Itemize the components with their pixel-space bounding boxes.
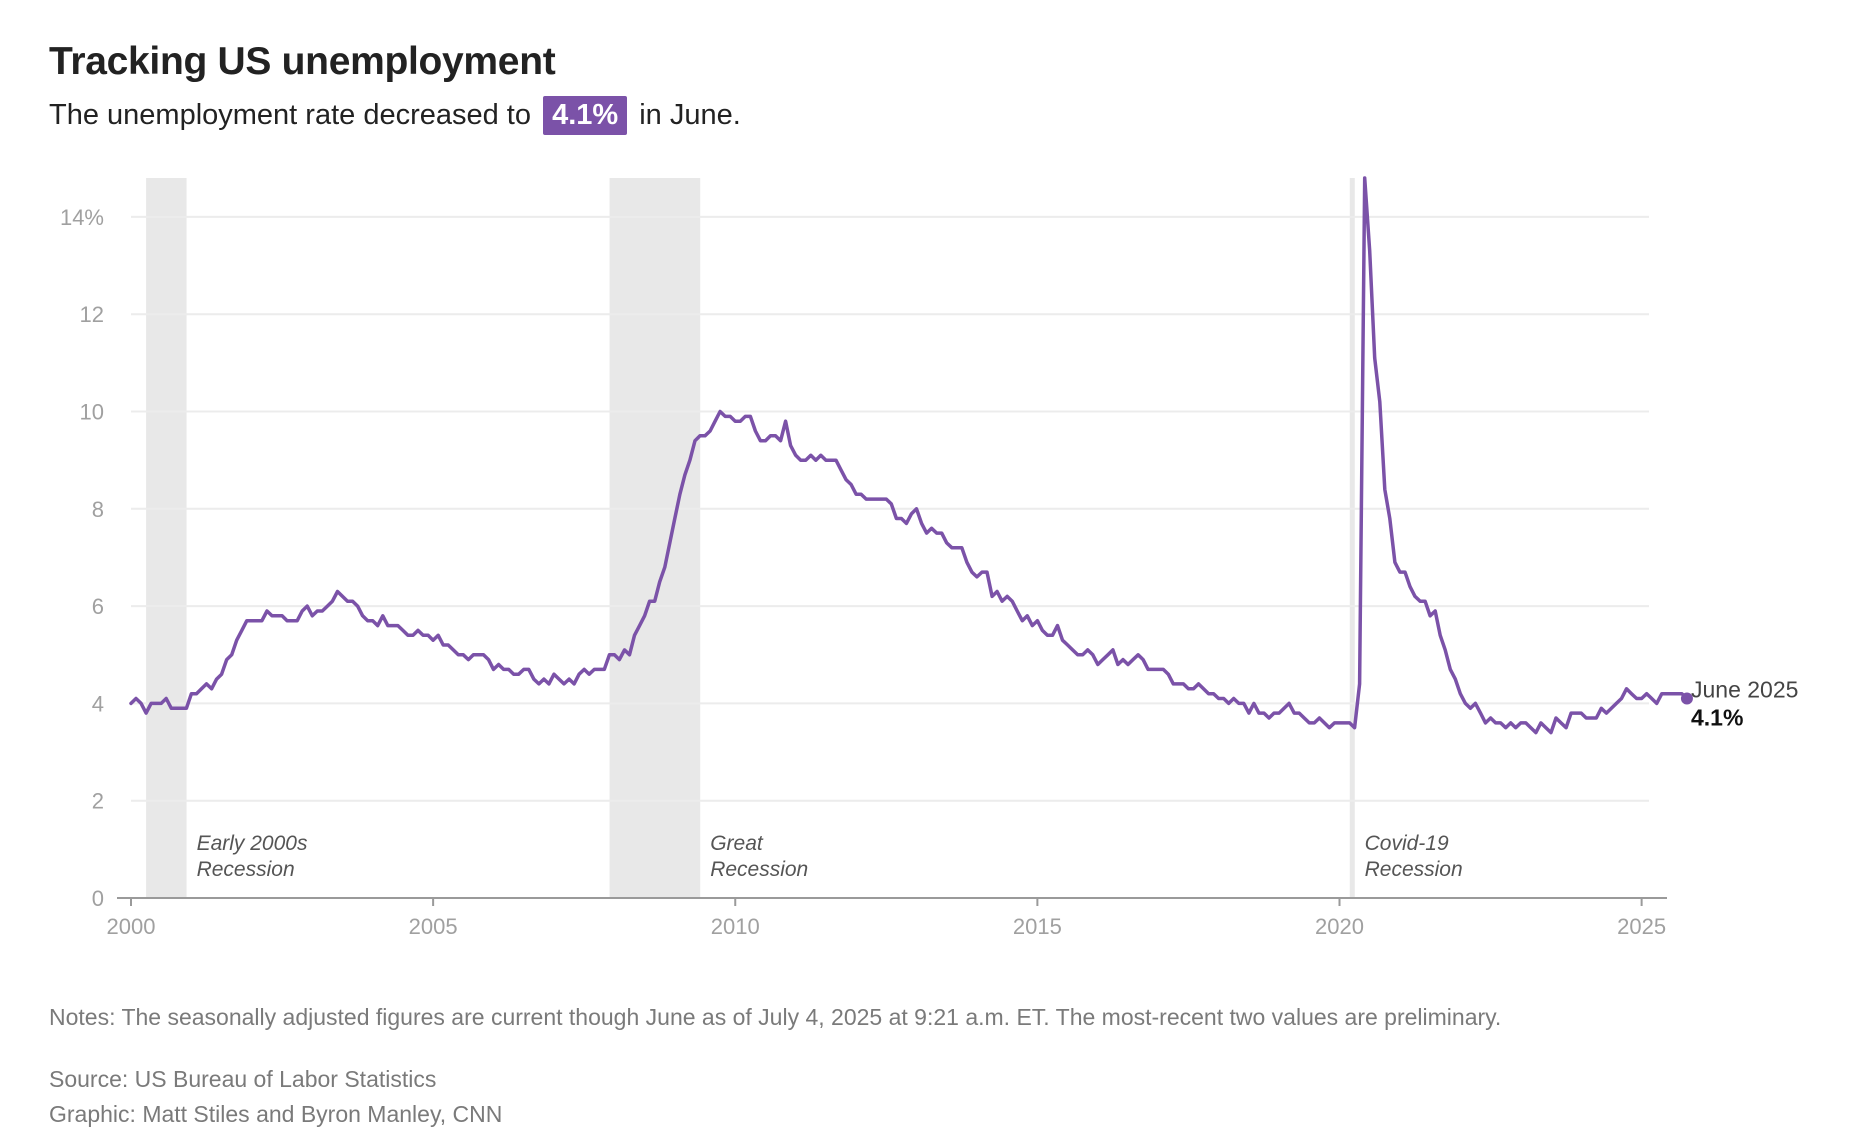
x-axis xyxy=(117,897,1667,906)
chart-credit: Graphic: Matt Stiles and Byron Manley, C… xyxy=(49,1101,503,1127)
recession-label-line2: Recession xyxy=(1365,858,1463,881)
latest-point xyxy=(1680,692,1693,705)
x-tick-label: 2025 xyxy=(1617,914,1666,939)
recession-band-1 xyxy=(609,178,701,898)
gridlines xyxy=(131,215,1649,802)
unemployment-line-chart: 0 2 4 6 8 10 12 14% 2000 2005 2010 2015 2020 2025 Ea… xyxy=(60,176,1798,939)
x-tick-label: 2015 xyxy=(1013,914,1062,939)
x-tick-label: 2020 xyxy=(1315,914,1364,939)
series-layer xyxy=(129,176,1689,735)
y-tick-label: 8 xyxy=(92,497,104,522)
latest-period-label: June 2025 xyxy=(1691,677,1798,703)
recession-band-2 xyxy=(1349,178,1355,898)
subtitle-lead: The unemployment rate decreased to xyxy=(49,99,531,131)
recession-label-line2: Recession xyxy=(710,858,808,881)
recession-labels: Early 2000s Recession Great Recession Covid-… xyxy=(197,832,1463,881)
subtitle-tail: in June. xyxy=(639,99,741,131)
x-tick-label: 2000 xyxy=(107,914,156,939)
chart-source: Source: US Bureau of Labor Statistics xyxy=(49,1066,437,1092)
y-axis-tick-labels: 0 2 4 6 8 10 12 14% xyxy=(60,205,104,911)
x-axis-tick-labels: 2000 2005 2010 2015 2020 2025 xyxy=(107,914,1667,939)
chart-title: Tracking US unemployment xyxy=(49,40,556,83)
recession-label-line1: Great xyxy=(710,832,764,855)
latest-value-label: 4.1% xyxy=(1691,705,1743,731)
y-tick-label: 4 xyxy=(92,691,104,716)
x-tick-label: 2005 xyxy=(409,914,458,939)
x-tick-label: 2010 xyxy=(711,914,760,939)
y-tick-label: 0 xyxy=(92,886,104,911)
y-tick-label: 2 xyxy=(92,789,104,814)
recession-bands xyxy=(146,178,1355,898)
y-tick-label: 10 xyxy=(80,400,104,425)
recession-label-line1: Covid-19 xyxy=(1365,832,1449,855)
y-tick-label: 6 xyxy=(92,594,104,619)
recession-label-line1: Early 2000s xyxy=(197,832,308,855)
recession-band-0 xyxy=(146,178,187,898)
y-tick-label: 14% xyxy=(60,205,104,230)
y-tick-label: 12 xyxy=(80,302,104,327)
chart-notes: Notes: The seasonally adjusted figures a… xyxy=(49,1004,1502,1030)
unemployment-rate-line xyxy=(129,176,1689,735)
chart-subtitle: The unemployment rate decreased to 4.1% … xyxy=(49,96,741,135)
recession-label-line2: Recession xyxy=(197,858,295,881)
current-rate-badge: 4.1% xyxy=(543,96,628,135)
